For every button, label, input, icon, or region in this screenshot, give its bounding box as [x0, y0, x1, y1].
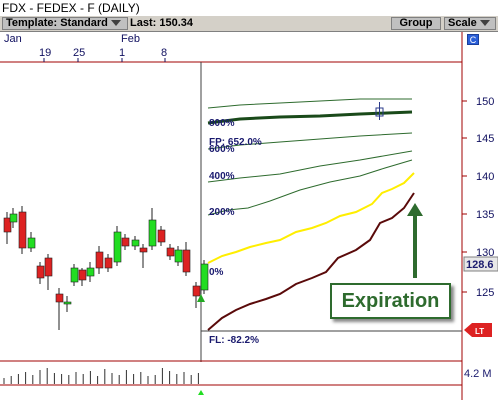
volume-series: [3, 368, 199, 384]
template-label: Template: Standard: [6, 17, 108, 29]
scale-dropdown[interactable]: Scale: [444, 17, 496, 30]
day-label: 19: [39, 47, 51, 59]
day-label: 25: [73, 47, 85, 59]
template-dropdown[interactable]: Template: Standard: [2, 17, 128, 30]
fp-marker[interactable]: [375, 102, 384, 120]
group-label: Group: [399, 17, 433, 29]
price-tick-label: 145: [476, 133, 494, 145]
current-price-tag: [463, 256, 498, 272]
candle: [18, 211, 27, 249]
price-tick-label: 130: [476, 247, 494, 259]
level-curve-400: [207, 150, 413, 183]
month-label-jan: Jan: [4, 33, 22, 45]
current-price-value: 128.6: [466, 259, 494, 271]
c-button[interactable]: C: [467, 34, 479, 45]
day-label: 1: [119, 47, 125, 59]
candle: [36, 265, 45, 279]
chevron-down-icon: [110, 20, 121, 27]
level-curve-200: [207, 159, 413, 216]
lt-badge: [464, 323, 492, 337]
candle: [44, 257, 53, 277]
candle: [200, 263, 209, 291]
candle: [63, 301, 72, 305]
price-tick-label: 125: [476, 287, 494, 299]
candle: [192, 285, 201, 297]
candle: [70, 267, 79, 283]
level-label-600: 600%: [209, 144, 235, 155]
candle: [55, 293, 64, 303]
candle: [86, 267, 95, 277]
price-tick-label: 135: [476, 209, 494, 221]
level-label-0: 0%: [209, 267, 224, 278]
candle: [113, 231, 122, 263]
expiration-callout-text: Expiration: [341, 290, 440, 312]
level-label-400: 400%: [209, 171, 235, 182]
candle: [157, 229, 166, 243]
candle: [166, 247, 175, 257]
level-label-200: 200%: [209, 207, 235, 218]
zero-percent-curve: [207, 172, 415, 264]
month-label-feb: Feb: [121, 33, 140, 45]
candle: [78, 269, 87, 281]
group-button[interactable]: Group: [391, 17, 441, 30]
price-tick-label: 140: [476, 171, 494, 183]
candle: [3, 217, 12, 233]
fl-label: FL: -82.2%: [209, 335, 259, 346]
volume-scale-label: 4.2 M: [464, 368, 492, 380]
current-price-marker: [197, 294, 205, 302]
candle: [95, 251, 104, 269]
c-button-label: C: [469, 35, 477, 45]
candle: [148, 219, 157, 247]
level-curve-600: [207, 132, 413, 150]
candle: [121, 237, 130, 247]
level-curve-900: [207, 98, 412, 109]
candle: [9, 213, 18, 223]
arrow-head-icon: [407, 203, 423, 216]
expiration-callout: Expiration: [330, 283, 451, 319]
price-tick-label: 150: [476, 96, 494, 108]
candle: [139, 247, 148, 253]
candle: [27, 237, 36, 249]
toolbar: Template: Standard Last: 150.34 Group Sc…: [0, 16, 498, 32]
candle: [174, 249, 183, 263]
level-label-800: 800%: [209, 118, 235, 129]
candlestick-series: [3, 206, 209, 330]
candle: [131, 239, 140, 247]
candle: [104, 257, 113, 269]
volume-today-marker: [198, 390, 204, 395]
lt-badge-label: LT: [475, 327, 484, 336]
window-title: FDX - FEDEX - F (DAILY): [2, 1, 140, 15]
low-projection-curve: [207, 192, 415, 331]
day-label: 8: [161, 47, 167, 59]
fp-label: FP: 652.0%: [209, 137, 262, 148]
level-curve-800: [207, 110, 413, 125]
price-axis: 150 145 140 135 130 125: [462, 96, 494, 299]
candle: [182, 249, 191, 273]
last-price: Last: 150.34: [130, 17, 193, 29]
scale-label: Scale: [448, 17, 477, 29]
chevron-down-icon: [479, 20, 490, 27]
